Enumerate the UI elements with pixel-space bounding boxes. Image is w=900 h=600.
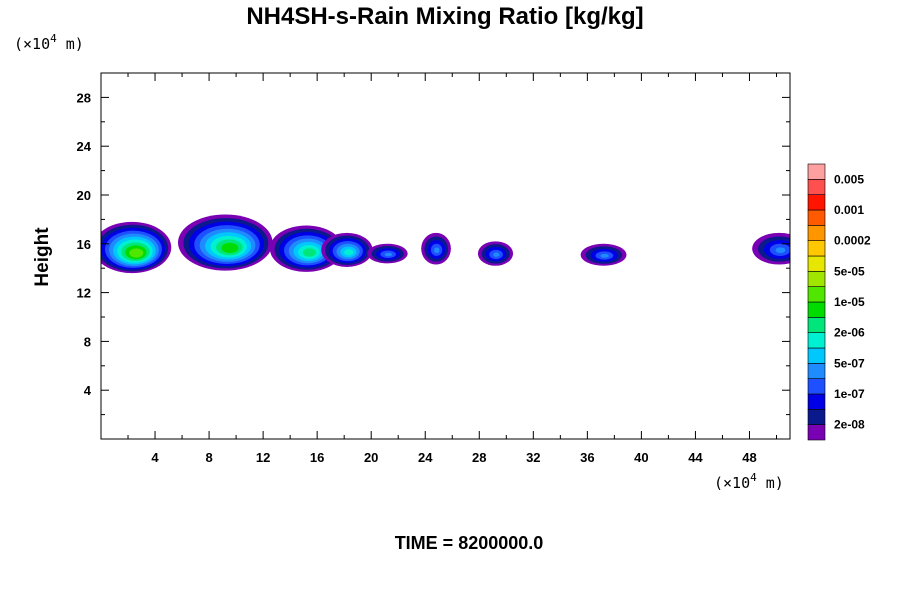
colorbar-swatch: [807, 163, 826, 180]
contour-cell: [101, 221, 172, 274]
x-tick-label: 12: [256, 450, 270, 465]
x-axis-ticks: 4 8 12 16 20 24 28 32 36 40 44 48: [127, 73, 777, 465]
contour-level-6: [344, 249, 354, 256]
contour-level-4: [493, 252, 500, 257]
colorbar-label: 0.001: [834, 203, 864, 217]
x-tick-label: 8: [205, 450, 212, 465]
colorbar-label: 0.005: [834, 172, 864, 186]
x-tick-label: 24: [418, 450, 433, 465]
y-tick-label: 4: [84, 383, 92, 398]
x-tick-label: 20: [364, 450, 378, 465]
colorbar-label: 1e-05: [834, 295, 865, 309]
x-tick-label: 32: [526, 450, 540, 465]
y-tick-label: 12: [77, 286, 91, 301]
contour-level-4: [600, 253, 609, 258]
y-axis-label: Height: [32, 227, 53, 287]
colorbar-swatch: [807, 317, 826, 333]
y-axis-unit: (×104 m): [14, 32, 84, 53]
x-tick-label: 4: [151, 450, 159, 465]
x-tick-label: 36: [580, 450, 594, 465]
colorbar-swatch: [807, 209, 826, 226]
y-tick-label: 24: [77, 139, 92, 154]
plot-frame: [100, 72, 791, 440]
contour-cell: [421, 232, 451, 265]
colorbar-swatch: [807, 240, 826, 257]
contour-cell: [477, 241, 514, 266]
time-label: TIME = 8200000.0: [395, 533, 544, 553]
colorbar-swatch: [807, 301, 826, 318]
colorbar-swatch: [807, 424, 826, 441]
y-tick-label: 16: [77, 237, 91, 252]
colorbar-label: 5e-07: [834, 356, 865, 370]
colorbar-swatch: [807, 378, 826, 395]
contour-cell: [321, 232, 373, 267]
colorbar-label: 5e-05: [834, 264, 865, 278]
x-tick-label: 44: [688, 450, 703, 465]
colorbar-swatch: [807, 271, 826, 287]
colorbar-swatch: [807, 393, 826, 410]
colorbar-swatch: [807, 179, 826, 195]
colorbar-swatch: [807, 225, 826, 241]
contour-cell: [178, 214, 273, 271]
x-tick-label: 40: [634, 450, 648, 465]
colorbar: 2e-08 1e-07 5e-07 2e-06 1e-05 5e-05 0.0002 0.00…: [807, 163, 871, 441]
x-tick-label: 16: [310, 450, 324, 465]
contour-level-7: [302, 248, 316, 257]
colorbar-swatch: [807, 332, 826, 349]
colorbar-label: 0.0002: [834, 234, 871, 248]
contour-level-4: [434, 247, 440, 254]
contour-level-4: [384, 252, 393, 257]
colorbar-label: 2e-06: [834, 326, 865, 340]
colorbar-swatch: [807, 347, 826, 364]
contour-level-4: [775, 247, 786, 254]
contour-cells: [101, 214, 790, 274]
colorbar-swatch: [807, 409, 826, 425]
contour-cell: [580, 243, 627, 266]
contour-cell: [752, 232, 790, 265]
y-tick-label: 20: [77, 188, 91, 203]
chart-title: NH4SH-s-Rain Mixing Ratio [kg/kg]: [246, 3, 643, 30]
x-axis-unit: (×104 m): [714, 471, 784, 492]
contour-level-9: [129, 248, 144, 258]
contour-cell: [269, 225, 343, 272]
x-tick-label: 48: [742, 450, 756, 465]
colorbar-swatch: [807, 255, 826, 272]
colorbar-label: 1e-07: [834, 387, 865, 401]
colorbar-swatch: [807, 363, 826, 379]
colorbar-swatch: [807, 194, 826, 211]
contour-cell: [367, 243, 408, 264]
contour-level-8: [221, 242, 239, 254]
y-tick-label: 8: [84, 334, 91, 349]
x-tick-label: 28: [472, 450, 486, 465]
colorbar-swatch: [807, 286, 826, 303]
colorbar-label: 2e-08: [834, 418, 865, 432]
y-axis-ticks: 4 8 12 16 20 24 28: [77, 90, 790, 416]
y-tick-label: 28: [77, 90, 91, 105]
